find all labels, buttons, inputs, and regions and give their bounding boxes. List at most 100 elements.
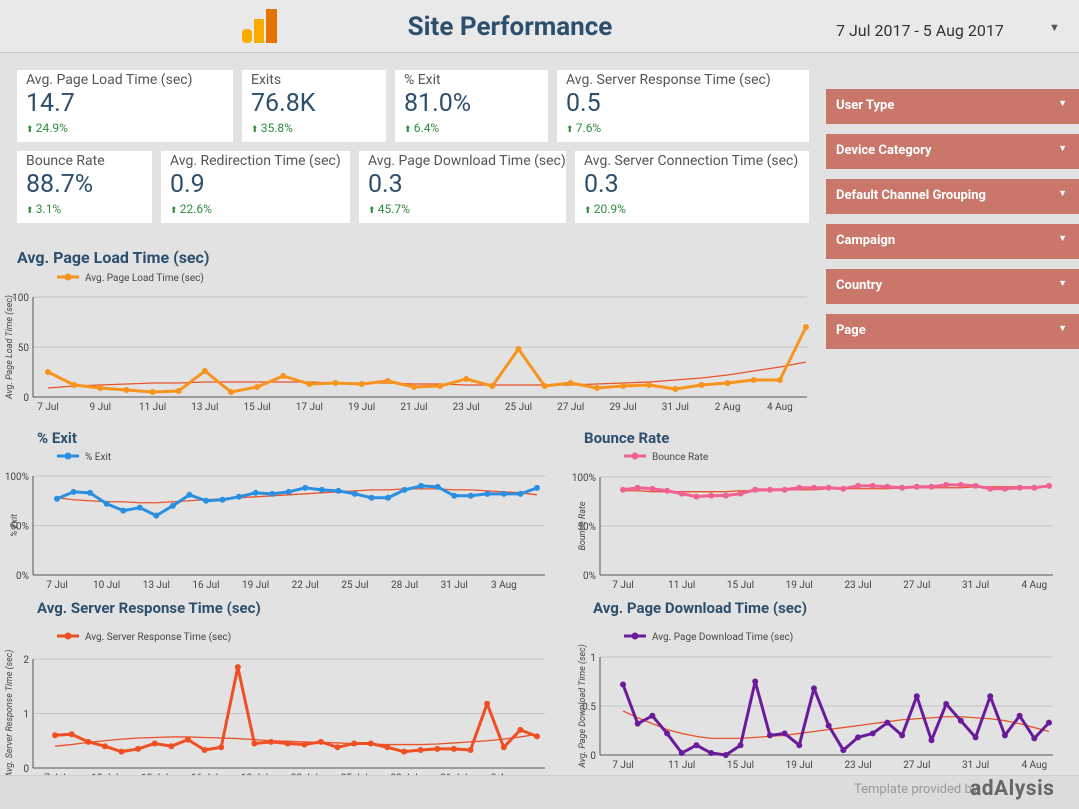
x-tick-label: 17 Jul — [296, 402, 323, 413]
filter-label[interactable]: Page — [836, 323, 866, 338]
scorecard-change: ⬆ 22.6% — [170, 202, 341, 216]
filter-caret[interactable]: ▼ — [1058, 99, 1067, 109]
x-tick-label: 25 Jul — [341, 773, 368, 775]
scorecard-change: ⬆ 35.8% — [251, 121, 377, 135]
x-tick-label: 28 Jul — [391, 580, 418, 591]
filter-dropdown[interactable]: Device Category ▼ — [826, 134, 1079, 169]
date-range-caret[interactable]: ▼ — [1049, 21, 1060, 34]
legend-dot — [64, 632, 72, 640]
x-tick-label: 19 Jul — [241, 773, 268, 775]
data-point — [500, 490, 507, 497]
up-arrow: ⬆ — [251, 125, 261, 135]
y-axis-title: % Exit — [10, 514, 20, 537]
data-point — [175, 388, 182, 394]
y-tick-label: 100% — [5, 472, 29, 483]
data-point — [434, 745, 441, 752]
scorecard: % Exit 81.0% ⬆ 6.4% — [395, 70, 548, 142]
data-point — [678, 490, 685, 497]
filter-dropdown[interactable]: User Type ▼ — [826, 89, 1079, 124]
data-point — [899, 484, 906, 491]
data-point — [1016, 484, 1023, 491]
filter-caret[interactable]: ▼ — [1058, 279, 1067, 289]
data-point — [1001, 485, 1008, 492]
data-point — [810, 685, 817, 692]
x-tick-label: 2 Aug — [715, 402, 741, 413]
chart-title: Bounce Rate — [584, 429, 669, 447]
filter-label[interactable]: Campaign — [836, 233, 896, 248]
data-point — [254, 384, 261, 390]
data-point — [45, 369, 51, 375]
data-point — [234, 664, 241, 671]
data-point — [437, 383, 444, 389]
data-point — [646, 382, 653, 388]
data-point — [151, 740, 158, 747]
filter-label[interactable]: Device Category — [836, 143, 932, 158]
filter-label[interactable]: Country — [836, 278, 883, 293]
filter-dropdown[interactable]: Page ▼ — [826, 314, 1079, 349]
filter-caret[interactable]: ▼ — [1058, 144, 1067, 154]
y-tick-label: 0% — [583, 571, 596, 582]
data-point — [1031, 484, 1038, 491]
data-point — [332, 380, 339, 386]
date-range[interactable]: 7 Jul 2017 - 5 Aug 2017 — [836, 21, 1004, 40]
filter-caret[interactable]: ▼ — [1058, 234, 1067, 244]
data-point — [201, 747, 208, 754]
y-tick-label: 50 — [18, 343, 30, 354]
x-tick-label: 19 Jul — [786, 760, 813, 771]
data-point — [434, 483, 441, 490]
data-point — [620, 486, 626, 493]
series-line — [622, 483, 1050, 499]
x-tick-label: 16 Jul — [192, 580, 219, 591]
filter-dropdown[interactable]: Campaign ▼ — [826, 224, 1079, 259]
x-tick-label: 3 Aug — [491, 580, 517, 591]
data-point — [269, 490, 276, 497]
scorecard: Avg. Server Connection Time (sec) 0.3 ⬆ 20… — [575, 151, 809, 223]
data-point — [899, 732, 906, 739]
y-tick-label: 2 — [23, 655, 29, 666]
x-tick-label: 4 Aug — [1021, 760, 1047, 771]
scorecard-value: 14.7 — [26, 89, 75, 118]
data-point — [463, 376, 470, 382]
x-tick-label: 19 Jul — [348, 402, 375, 413]
up-arrow: ⬆ — [404, 125, 414, 135]
legend-label: Avg. Page Load Time (sec) — [85, 272, 204, 284]
x-tick-label: 29 Jul — [609, 402, 636, 413]
legend-label: Avg. Server Response Time (sec) — [85, 631, 231, 643]
data-point — [541, 383, 548, 389]
filter-caret[interactable]: ▼ — [1058, 189, 1067, 199]
data-point — [385, 494, 392, 501]
data-point — [515, 346, 522, 352]
filter-caret[interactable]: ▼ — [1058, 324, 1067, 334]
y-tick-label: 1 — [590, 653, 596, 664]
x-tick-label: 7 Jul — [44, 773, 66, 775]
trendline — [622, 710, 1050, 739]
data-point — [252, 489, 259, 496]
data-point — [401, 486, 408, 493]
data-point — [68, 731, 75, 738]
data-point — [101, 743, 108, 750]
footer-bar — [0, 775, 1079, 809]
data-point — [97, 385, 104, 391]
filter-label[interactable]: Default Channel Grouping — [836, 188, 986, 203]
filter-label[interactable]: User Type — [836, 98, 895, 113]
data-point — [634, 484, 641, 491]
x-tick-label: 19 Jul — [786, 580, 813, 591]
x-tick-label: 10 Jul — [93, 580, 120, 591]
data-point — [593, 385, 600, 391]
filter-dropdown[interactable]: Default Channel Grouping ▼ — [826, 179, 1079, 214]
scorecard: Exits 76.8K ⬆ 35.8% — [242, 70, 386, 142]
data-point — [335, 487, 342, 494]
data-point — [737, 742, 744, 749]
data-point — [766, 732, 773, 739]
scorecard: Avg. Page Download Time (sec) 0.3 ⬆ 45.7% — [359, 151, 566, 223]
data-point — [855, 482, 862, 489]
data-point — [928, 483, 935, 490]
data-point — [227, 389, 234, 395]
data-point — [384, 744, 391, 751]
x-tick-label: 13 Jul — [191, 402, 218, 413]
x-tick-label: 27 Jul — [557, 402, 584, 413]
series-line — [47, 326, 808, 394]
scorecard-label: Bounce Rate — [26, 153, 105, 169]
filter-dropdown[interactable]: Country ▼ — [826, 269, 1079, 304]
